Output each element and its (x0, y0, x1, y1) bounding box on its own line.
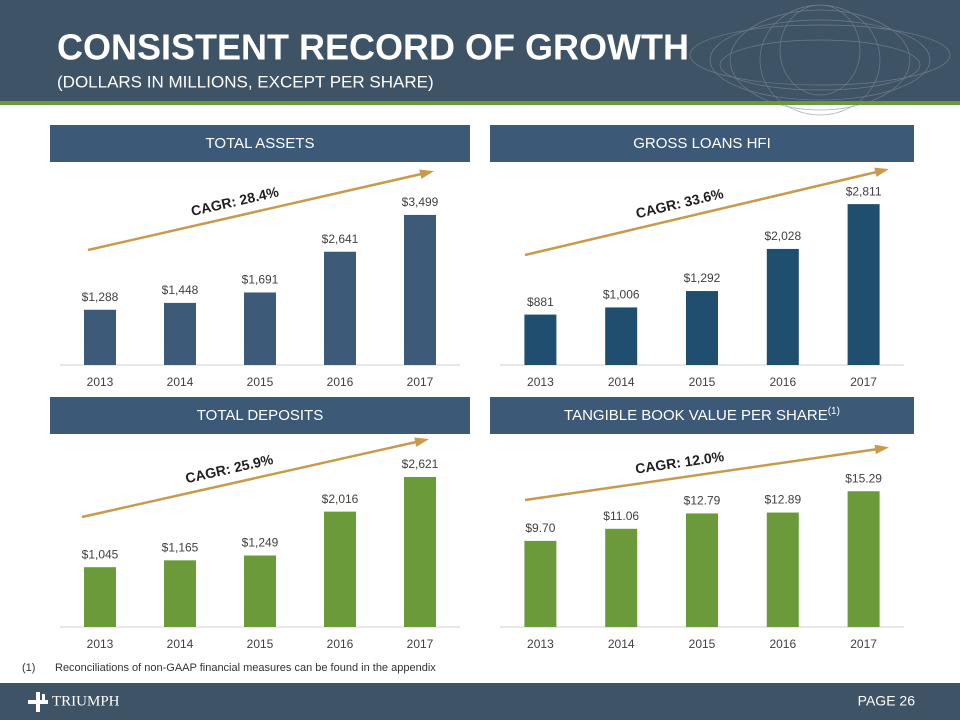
value-label: $2,028 (764, 229, 801, 243)
value-label: $12.79 (684, 494, 721, 508)
cagr-arrow (524, 168, 886, 257)
bar (164, 302, 196, 365)
bar (404, 477, 436, 627)
value-label: $2,621 (402, 457, 439, 471)
footer-band (0, 683, 960, 720)
value-label: $1,292 (684, 271, 721, 285)
x-tick-label: 2015 (247, 375, 274, 389)
bar (766, 248, 799, 365)
x-tick-label: 2017 (407, 637, 434, 651)
bar (766, 512, 799, 627)
value-label: $1,691 (242, 273, 279, 287)
x-tick-label: 2017 (850, 375, 877, 389)
value-label: $3,499 (402, 195, 439, 209)
bar (524, 540, 557, 627)
x-tick-label: 2013 (527, 375, 554, 389)
footnote-text: Reconciliations of non-GAAP financial me… (55, 662, 436, 674)
header-band (0, 0, 960, 101)
x-tick-label: 2014 (167, 637, 194, 651)
value-label: $2,016 (322, 492, 359, 506)
value-label: $2,811 (846, 184, 882, 198)
panel-title: TOTAL ASSETS (206, 135, 315, 152)
x-tick-label: 2014 (167, 375, 194, 389)
x-tick-label: 2015 (247, 637, 274, 651)
value-label: $15.29 (845, 471, 882, 485)
bar (847, 491, 880, 627)
panel-header (490, 397, 914, 434)
bar (84, 567, 116, 627)
bar (244, 555, 276, 627)
x-tick-label: 2017 (407, 375, 434, 389)
panel-title-text: TOTAL DEPOSITS (197, 407, 323, 424)
cagr-arrowhead (414, 437, 429, 447)
x-tick-label: 2014 (608, 637, 635, 651)
logo-text: TRIUMPH (52, 693, 120, 709)
panel-header (50, 397, 470, 434)
cagr-arrow (524, 446, 886, 502)
header-rule (0, 101, 960, 105)
value-label: $1,165 (162, 541, 199, 555)
slide-subtitle: (DOLLARS IN MILLIONS, EXCEPT PER SHARE) (57, 72, 434, 91)
value-label: $9.70 (525, 521, 555, 535)
value-label: $1,249 (242, 536, 279, 550)
panel-title: TOTAL DEPOSITS (197, 407, 323, 424)
cagr-arrow (87, 170, 431, 252)
bar (605, 307, 638, 365)
panel-title-text: TOTAL ASSETS (206, 135, 315, 152)
cagr-arrow (81, 438, 426, 519)
value-label: $1,448 (162, 283, 199, 297)
bar (605, 528, 638, 627)
panel-title-text: TANGIBLE BOOK VALUE PER SHARE (564, 407, 828, 424)
bar (404, 214, 436, 365)
bar (164, 560, 196, 627)
bar (847, 204, 880, 365)
value-label: $1,288 (82, 290, 119, 304)
panel-title-text: GROSS LOANS HFI (633, 135, 771, 152)
bar (324, 251, 356, 365)
bar (686, 291, 718, 365)
logo-icon (28, 692, 48, 712)
x-tick-label: 2015 (689, 375, 716, 389)
panel-header (490, 125, 914, 162)
x-tick-label: 2016 (769, 637, 796, 651)
x-tick-label: 2017 (850, 637, 877, 651)
panel-header (50, 125, 470, 162)
cagr-arrowhead (419, 169, 434, 179)
page-number: PAGE 26 (858, 693, 916, 709)
footnote-marker: (1) (22, 662, 35, 674)
x-tick-label: 2016 (327, 375, 354, 389)
value-label: $881 (527, 295, 554, 309)
bar (324, 511, 356, 627)
x-tick-label: 2013 (527, 637, 554, 651)
x-tick-label: 2015 (689, 637, 716, 651)
value-label: $12.89 (764, 493, 801, 507)
cagr-arrowhead (874, 444, 889, 455)
x-tick-label: 2016 (327, 637, 354, 651)
panel-title: TANGIBLE BOOK VALUE PER SHARE(1) (564, 406, 840, 424)
panel-title: GROSS LOANS HFI (633, 135, 771, 152)
value-label: $1,045 (82, 547, 119, 561)
bar (686, 513, 718, 627)
cagr-arrowhead (874, 167, 889, 177)
bar (244, 292, 276, 365)
panel-title-note: (1) (828, 406, 840, 417)
x-tick-label: 2013 (87, 637, 114, 651)
bar (84, 309, 116, 365)
value-label: $1,006 (603, 288, 640, 302)
value-label: $11.06 (603, 509, 639, 523)
x-tick-label: 2016 (769, 375, 796, 389)
x-tick-label: 2014 (608, 375, 635, 389)
slide-title: CONSISTENT RECORD OF GROWTH (57, 27, 689, 68)
header-ornament (689, 4, 951, 116)
value-label: $2,641 (322, 232, 359, 246)
bar (524, 314, 557, 365)
x-tick-label: 2013 (87, 375, 114, 389)
